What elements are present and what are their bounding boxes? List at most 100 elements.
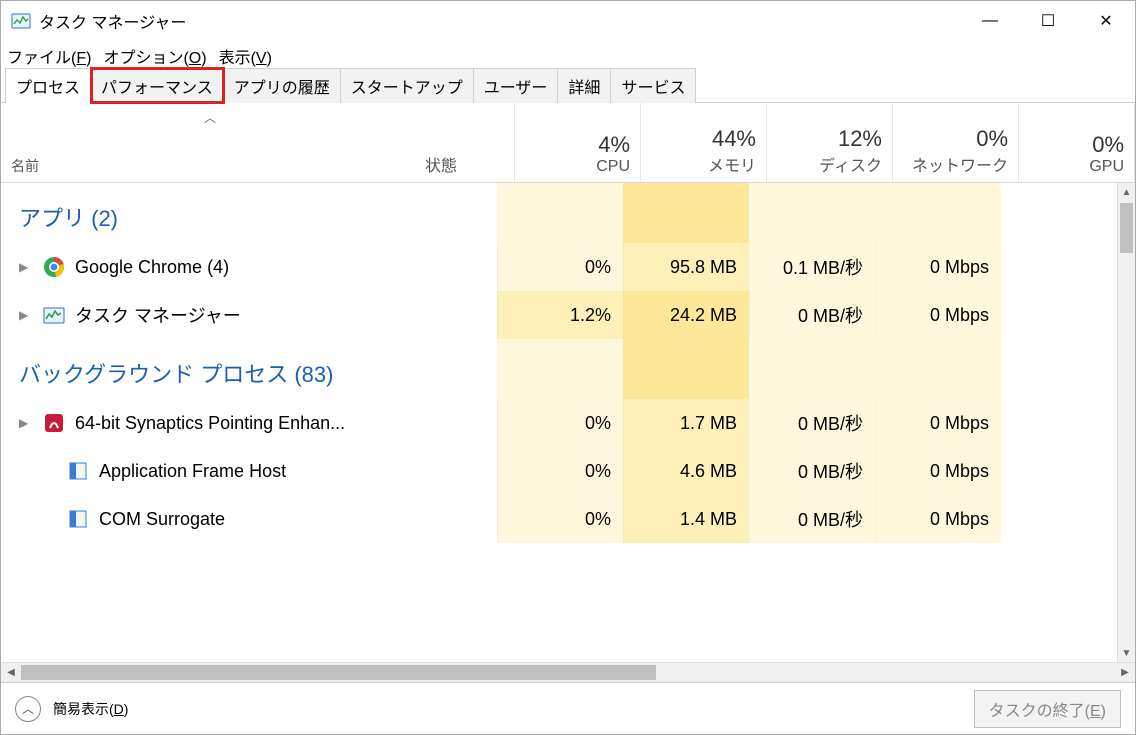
process-icon bbox=[67, 508, 89, 530]
tab-2[interactable]: アプリの履歴 bbox=[224, 68, 341, 103]
cell-metric-1: 4.6 MB bbox=[623, 447, 749, 495]
cell-name: ▶64-bit Synaptics Pointing Enhan... bbox=[1, 399, 401, 447]
metric-label: GPU bbox=[1025, 158, 1124, 176]
menu-view[interactable]: 表示(V) bbox=[219, 44, 272, 68]
end-task-button[interactable]: タスクの終了(E) bbox=[974, 690, 1121, 728]
metric-pct: 4% bbox=[521, 132, 630, 158]
window-controls: — ☐ ✕ bbox=[961, 1, 1135, 41]
fewer-details-toggle[interactable]: ︿ bbox=[15, 696, 41, 722]
process-icon bbox=[43, 304, 65, 326]
hscroll-track[interactable] bbox=[21, 663, 1115, 682]
titlebar: タスク マネージャー — ☐ ✕ bbox=[1, 1, 1135, 41]
process-name: タスク マネージャー bbox=[75, 302, 241, 328]
cell-metric-2: 0 MB/秒 bbox=[749, 495, 875, 543]
column-name-label: 名前 bbox=[11, 156, 39, 176]
taskmgr-icon bbox=[11, 11, 31, 31]
process-name: COM Surrogate bbox=[99, 509, 225, 530]
tab-1[interactable]: パフォーマンス bbox=[91, 68, 224, 103]
menubar: ファイル(F) オプション(O) 表示(V) bbox=[1, 41, 1135, 71]
group-header-0[interactable]: アプリ (2) bbox=[1, 183, 401, 243]
cell-status bbox=[401, 243, 497, 291]
metric-label: メモリ bbox=[647, 152, 756, 176]
metric-pct: 0% bbox=[899, 126, 1008, 152]
maximize-button[interactable]: ☐ bbox=[1019, 1, 1077, 41]
scroll-right-icon[interactable]: ▶ bbox=[1115, 667, 1135, 678]
group-header-1[interactable]: バックグラウンド プロセス (83) bbox=[1, 339, 401, 399]
cell-name: ▶ タスク マネージャー bbox=[1, 291, 401, 339]
column-metric-1[interactable]: 44%メモリ bbox=[641, 103, 767, 182]
process-row[interactable]: ▶タスク マネージャー1.2%24.2 MB0 MB/秒0 Mbps bbox=[1, 291, 1117, 339]
cell-name: Application Frame Host bbox=[1, 447, 401, 495]
cell-metric-4 bbox=[1001, 399, 1117, 447]
column-metric-3[interactable]: 0%ネットワーク bbox=[893, 103, 1019, 182]
process-name: Application Frame Host bbox=[99, 461, 286, 482]
cell-metric-2: 0 MB/秒 bbox=[749, 447, 875, 495]
cell-status bbox=[401, 291, 497, 339]
tab-3[interactable]: スタートアップ bbox=[341, 68, 474, 103]
cell-name: ▶ Google Chrome (4) bbox=[1, 243, 401, 291]
process-icon bbox=[43, 412, 65, 434]
cell-metric-3: 0 Mbps bbox=[875, 495, 1001, 543]
cell-metric-3: 0 Mbps bbox=[875, 399, 1001, 447]
cell-metric-2: 0 MB/秒 bbox=[749, 399, 875, 447]
process-row[interactable]: ▶64-bit Synaptics Pointing Enhan...0%1.7… bbox=[1, 399, 1117, 447]
cell-metric-2: 0 MB/秒 bbox=[749, 291, 875, 339]
process-row[interactable]: Application Frame Host0%4.6 MB0 MB/秒0 Mb… bbox=[1, 447, 1117, 495]
cell-metric-4 bbox=[1001, 243, 1117, 291]
scroll-thumb[interactable] bbox=[1120, 203, 1133, 253]
metric-label: ネットワーク bbox=[899, 152, 1008, 176]
tab-4[interactable]: ユーザー bbox=[474, 68, 559, 103]
chevron-up-icon: ︿ bbox=[22, 700, 34, 717]
cell-metric-3: 0 Mbps bbox=[875, 447, 1001, 495]
menu-file[interactable]: ファイル(F) bbox=[7, 44, 91, 68]
tab-0[interactable]: プロセス bbox=[5, 68, 91, 103]
fewer-details-label[interactable]: 簡易表示(D) bbox=[53, 699, 128, 719]
process-icon bbox=[67, 460, 89, 482]
cell-metric-1: 24.2 MB bbox=[623, 291, 749, 339]
column-name[interactable]: ︿ 名前 bbox=[1, 103, 419, 182]
menu-options[interactable]: オプション(O) bbox=[103, 44, 206, 68]
tab-5[interactable]: 詳細 bbox=[558, 68, 611, 103]
column-metric-4[interactable]: 0%GPU bbox=[1019, 103, 1135, 182]
cell-metric-0: 0% bbox=[497, 495, 623, 543]
cell-status bbox=[401, 399, 497, 447]
process-name: Google Chrome (4) bbox=[75, 257, 229, 278]
scroll-up-icon[interactable]: ▲ bbox=[1118, 183, 1135, 201]
window-title: タスク マネージャー bbox=[39, 9, 186, 33]
expand-icon[interactable]: ▶ bbox=[19, 416, 33, 430]
sort-indicator-icon: ︿ bbox=[204, 109, 216, 126]
tab-6[interactable]: サービス bbox=[611, 68, 696, 103]
process-row[interactable]: COM Surrogate 0%1.4 MB0 MB/秒0 Mbps bbox=[1, 495, 1117, 543]
metric-pct: 44% bbox=[647, 126, 756, 152]
close-button[interactable]: ✕ bbox=[1077, 1, 1135, 41]
cell-metric-4 bbox=[1001, 447, 1117, 495]
footer: ︿ 簡易表示(D) タスクの終了(E) bbox=[1, 682, 1135, 734]
expand-icon[interactable]: ▶ bbox=[19, 260, 33, 274]
column-metric-2[interactable]: 12%ディスク bbox=[767, 103, 893, 182]
column-metric-0[interactable]: 4%CPU bbox=[515, 103, 641, 182]
horizontal-scrollbar[interactable]: ◀ ▶ bbox=[1, 662, 1135, 682]
column-status-label: 状態 bbox=[425, 152, 457, 176]
metric-label: CPU bbox=[521, 158, 630, 176]
process-body: アプリ (2)▶Google Chrome (4)0%95.8 MB0.1 MB… bbox=[1, 183, 1135, 662]
column-status[interactable]: 状態 bbox=[419, 103, 515, 182]
expand-icon[interactable]: ▶ bbox=[19, 308, 33, 322]
cell-metric-1: 1.4 MB bbox=[623, 495, 749, 543]
hscroll-thumb[interactable] bbox=[21, 665, 656, 680]
cell-metric-2: 0.1 MB/秒 bbox=[749, 243, 875, 291]
metric-pct: 12% bbox=[773, 126, 882, 152]
metric-label: ディスク bbox=[773, 152, 882, 176]
cell-name: COM Surrogate bbox=[1, 495, 401, 543]
process-row[interactable]: ▶Google Chrome (4)0%95.8 MB0.1 MB/秒0 Mbp… bbox=[1, 243, 1117, 291]
column-headers: ︿ 名前 状態 4%CPU44%メモリ12%ディスク0%ネットワーク0%GPU bbox=[1, 103, 1135, 183]
cell-metric-4 bbox=[1001, 495, 1117, 543]
tabstrip: プロセスパフォーマンスアプリの履歴スタートアップユーザー詳細サービス bbox=[1, 71, 1135, 103]
process-list: アプリ (2)▶Google Chrome (4)0%95.8 MB0.1 MB… bbox=[1, 183, 1117, 662]
scroll-left-icon[interactable]: ◀ bbox=[1, 667, 21, 678]
cell-metric-3: 0 Mbps bbox=[875, 243, 1001, 291]
vertical-scrollbar[interactable]: ▲ ▼ bbox=[1117, 183, 1135, 662]
scroll-down-icon[interactable]: ▼ bbox=[1118, 644, 1135, 662]
minimize-button[interactable]: — bbox=[961, 1, 1019, 41]
cell-status bbox=[401, 447, 497, 495]
process-icon bbox=[43, 256, 65, 278]
